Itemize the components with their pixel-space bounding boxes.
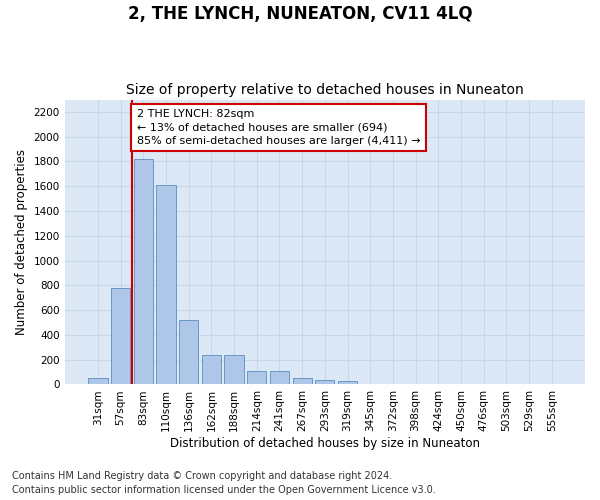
Bar (202, 356, 221, 384)
Bar (134, 159, 153, 384)
Bar (315, 380, 334, 384)
Text: 2, THE LYNCH, NUNEATON, CV11 4LQ: 2, THE LYNCH, NUNEATON, CV11 4LQ (128, 5, 472, 23)
Bar (293, 378, 312, 384)
Y-axis label: Number of detached properties: Number of detached properties (15, 149, 28, 335)
Bar (88, 378, 107, 384)
Text: Contains HM Land Registry data © Crown copyright and database right 2024.
Contai: Contains HM Land Registry data © Crown c… (12, 471, 436, 495)
Bar (247, 372, 266, 384)
Bar (157, 185, 176, 384)
Bar (179, 320, 199, 384)
Text: 2 THE LYNCH: 82sqm
← 13% of detached houses are smaller (694)
85% of semi-detach: 2 THE LYNCH: 82sqm ← 13% of detached hou… (137, 110, 420, 146)
Bar (338, 382, 357, 384)
Title: Size of property relative to detached houses in Nuneaton: Size of property relative to detached ho… (126, 83, 524, 97)
Bar (224, 356, 244, 384)
Bar (111, 288, 130, 384)
Bar (270, 372, 289, 384)
X-axis label: Distribution of detached houses by size in Nuneaton: Distribution of detached houses by size … (170, 437, 480, 450)
